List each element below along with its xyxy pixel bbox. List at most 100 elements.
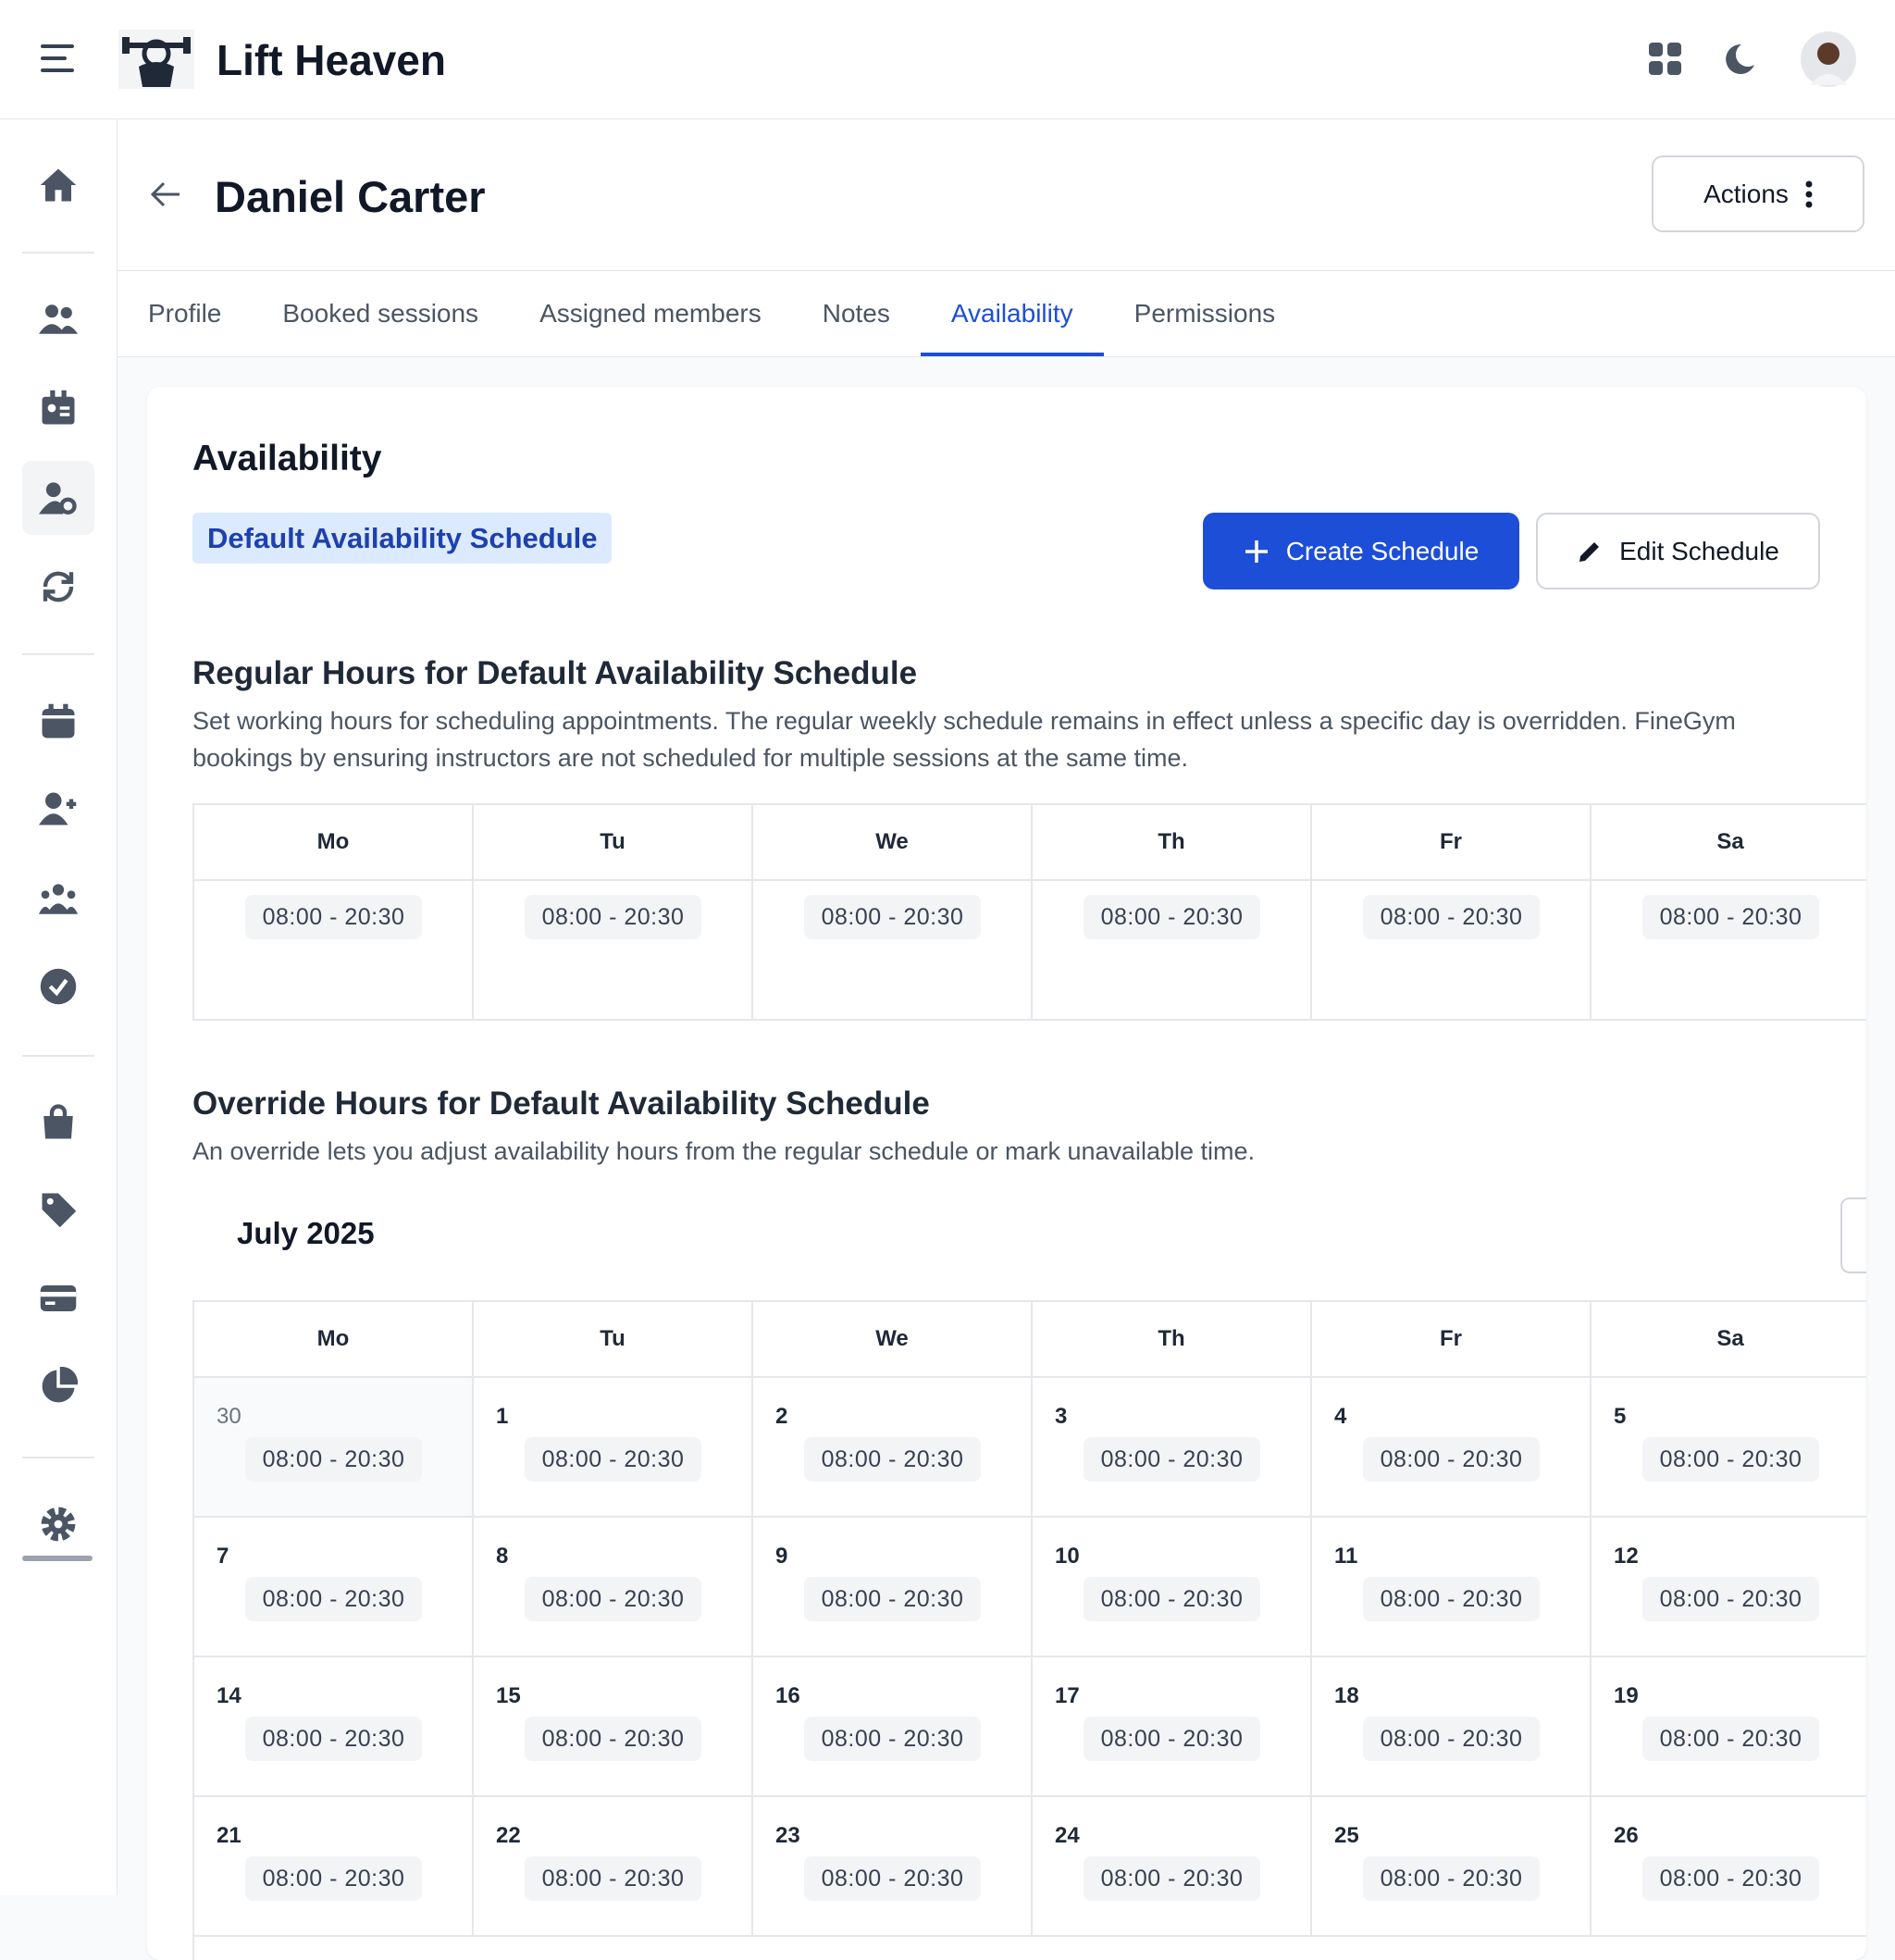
nav-billing[interactable] <box>39 1279 78 1318</box>
day-header: We <box>753 1302 1033 1378</box>
override-description: An override lets you adjust availability… <box>192 1137 1256 1165</box>
day-number: 1 <box>496 1404 509 1429</box>
tab[interactable]: Profile <box>148 299 222 328</box>
hours-chip: 08:00 - 20:30 <box>245 1856 422 1901</box>
day-header: Tu <box>474 805 753 881</box>
nav-add-user[interactable] <box>39 789 78 828</box>
calendar-day[interactable]: 23 08:00 - 20:30 <box>753 1797 1033 1937</box>
nav-sync[interactable] <box>39 567 78 606</box>
create-schedule-label: Create Schedule <box>1285 536 1480 565</box>
nav-shop[interactable] <box>39 1103 78 1142</box>
calendar-day[interactable]: 25 08:00 - 20:30 <box>1312 1797 1592 1937</box>
hours-cell: 08:00 - 20:30 <box>1312 881 1592 1021</box>
calendar-day[interactable]: 19 08:00 - 20:30 <box>1592 1657 1866 1797</box>
calendar-day[interactable]: 15 08:00 - 20:30 <box>474 1657 753 1797</box>
nav-calendar[interactable] <box>39 702 78 741</box>
hours-cell: 08:00 - 20:30 <box>194 881 474 1021</box>
apps-button[interactable] <box>1649 43 1682 76</box>
hours-chip: 08:00 - 20:30 <box>1363 1577 1540 1621</box>
top-bar: Lift Heaven <box>0 0 1895 119</box>
tab[interactable]: Assigned members <box>539 299 762 328</box>
month-nav-button[interactable] <box>1840 1197 1866 1273</box>
day-header: Sa <box>1592 1302 1866 1378</box>
calendar-day[interactable]: 12 08:00 - 20:30 <box>1592 1518 1866 1657</box>
hours-chip: 08:00 - 20:30 <box>804 1717 981 1761</box>
calendar-day[interactable]: 4 08:00 - 20:30 <box>1312 1378 1592 1518</box>
calendar-day[interactable]: 26 08:00 - 20:30 <box>1592 1797 1866 1937</box>
calendar-day[interactable]: 30 08:00 - 20:30 <box>194 1378 474 1518</box>
calendar-day[interactable]: 24 08:00 - 20:30 <box>1033 1797 1312 1937</box>
nav-groups[interactable] <box>39 880 78 919</box>
calendar-day[interactable]: 16 08:00 - 20:30 <box>753 1657 1033 1797</box>
availability-card: Availability Default Availability Schedu… <box>147 387 1866 1960</box>
hours-chip: 08:00 - 20:30 <box>1084 1717 1260 1761</box>
user-avatar[interactable] <box>1801 31 1856 87</box>
day-number: 26 <box>1614 1823 1639 1848</box>
hours-chip: 08:00 - 20:30 <box>1642 1717 1819 1761</box>
calendar-day[interactable]: 10 08:00 - 20:30 <box>1033 1518 1312 1657</box>
edit-schedule-button[interactable]: Edit Schedule <box>1536 513 1820 589</box>
hours-chip: 08:00 - 20:30 <box>1363 1717 1540 1761</box>
nav-reports[interactable] <box>39 1367 78 1406</box>
calendar-day[interactable]: 21 08:00 - 20:30 <box>194 1797 474 1937</box>
hours-chip: 08:00 - 20:30 <box>804 1856 981 1901</box>
app-name: Lift Heaven <box>217 36 446 84</box>
day-number: 2 <box>775 1404 788 1429</box>
kebab-icon <box>1805 180 1813 207</box>
logo <box>118 30 194 89</box>
hours-chip: 08:00 - 20:30 <box>245 895 422 939</box>
nav-settings[interactable] <box>39 1505 78 1544</box>
day-number: 24 <box>1055 1823 1080 1848</box>
edit-schedule-label: Edit Schedule <box>1619 536 1779 565</box>
menu-button[interactable] <box>41 43 78 74</box>
hours-chip: 08:00 - 20:30 <box>245 1577 422 1621</box>
nav-check[interactable] <box>39 967 78 1006</box>
hours-cell: 08:00 - 20:30 <box>1033 881 1312 1021</box>
day-number: 30 <box>217 1404 242 1429</box>
hours-chip: 08:00 - 20:30 <box>1084 895 1260 939</box>
override-calendar: Mo Tu We Th Fr Sa 30 08:00 - 20:30 1 08:00 - 20:3… <box>192 1300 1866 1960</box>
actions-button[interactable]: Actions <box>1652 155 1864 232</box>
calendar-day[interactable]: 14 08:00 - 20:30 <box>194 1657 474 1797</box>
calendar-day[interactable]: 5 08:00 - 20:30 <box>1592 1378 1866 1518</box>
day-number: 18 <box>1334 1683 1359 1708</box>
nav-staff[interactable] <box>39 478 78 517</box>
tab[interactable]: Permissions <box>1133 299 1276 328</box>
day-number: 19 <box>1614 1683 1639 1708</box>
day-number: 7 <box>217 1544 229 1569</box>
hours-chip: 08:00 - 20:30 <box>525 1437 701 1482</box>
calendar-day[interactable]: 22 08:00 - 20:30 <box>474 1797 753 1937</box>
tab[interactable]: Availability <box>920 271 1104 356</box>
calendar-day[interactable]: 1 08:00 - 20:30 <box>474 1378 753 1518</box>
calendar-day[interactable]: 9 08:00 - 20:30 <box>753 1518 1033 1657</box>
tab[interactable]: Notes <box>822 299 890 328</box>
calendar-day[interactable]: 2 08:00 - 20:30 <box>753 1378 1033 1518</box>
nav-home[interactable] <box>39 166 78 205</box>
calendar-day[interactable]: 7 08:00 - 20:30 <box>194 1518 474 1657</box>
day-header: Tu <box>474 1302 753 1378</box>
theme-toggle[interactable] <box>1723 43 1756 76</box>
day-number: 12 <box>1614 1544 1639 1569</box>
tab[interactable]: Booked sessions <box>282 299 479 328</box>
schedule-badge: Default Availability Schedule <box>192 513 613 564</box>
actions-label: Actions <box>1703 179 1789 208</box>
calendar-day[interactable]: 17 08:00 - 20:30 <box>1033 1657 1312 1797</box>
day-number: 11 <box>1334 1544 1358 1569</box>
tab-bar: Profile Booked sessions Assigned members No… <box>118 271 1895 357</box>
back-button[interactable] <box>150 180 181 208</box>
calendar-day[interactable]: 3 08:00 - 20:30 <box>1033 1378 1312 1518</box>
calendar-day[interactable]: 18 08:00 - 20:30 <box>1312 1657 1592 1797</box>
nav-members[interactable] <box>39 300 78 339</box>
calendar-day[interactable]: 8 08:00 - 20:30 <box>474 1518 753 1657</box>
create-schedule-button[interactable]: Create Schedule <box>1203 513 1519 589</box>
day-header: Th <box>1033 805 1312 881</box>
calendar-day[interactable]: 11 08:00 - 20:30 <box>1312 1518 1592 1657</box>
main: Daniel Carter Actions Profile Booked sess… <box>118 119 1895 1960</box>
day-number: 3 <box>1055 1404 1068 1429</box>
day-header: Sa <box>1592 805 1866 881</box>
nav-tags[interactable] <box>39 1190 78 1229</box>
hours-chip: 08:00 - 20:30 <box>804 895 981 939</box>
scroll-indicator <box>22 1556 93 1561</box>
hours-chip: 08:00 - 20:30 <box>804 1577 981 1621</box>
nav-badges[interactable] <box>39 389 78 428</box>
